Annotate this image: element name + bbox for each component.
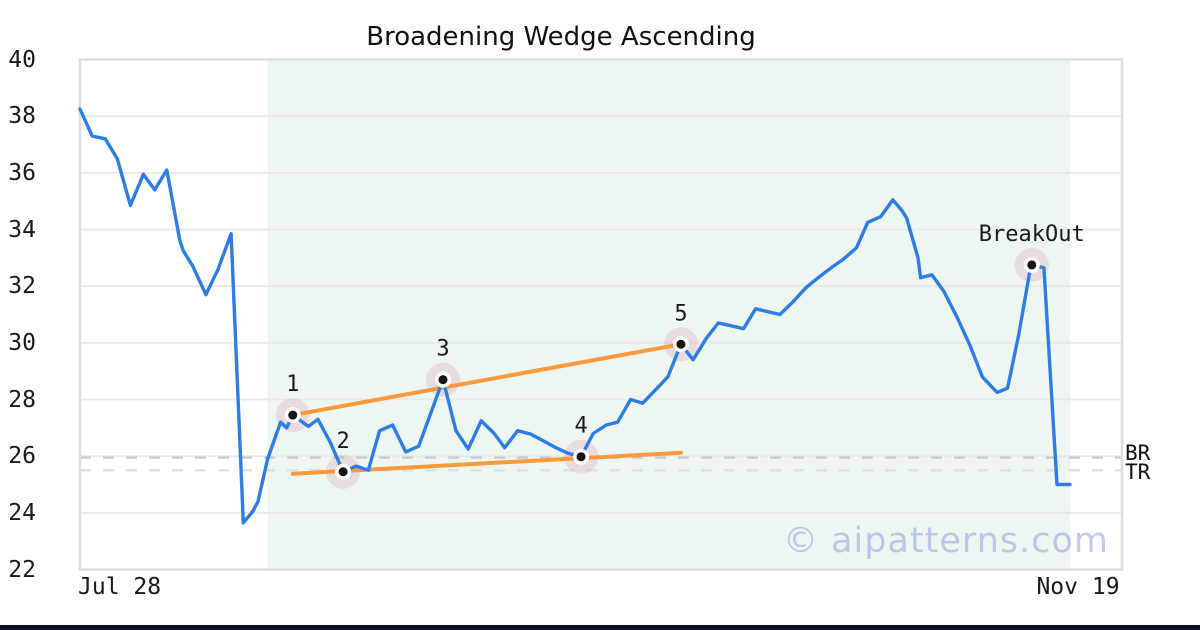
x-axis-start-label: Jul 28 (78, 574, 162, 600)
pivot-label: 2 (337, 429, 350, 454)
breakout-label: BreakOut (979, 222, 1085, 247)
y-tick-label: 38 (8, 103, 36, 130)
y-tick-label: 40 (8, 46, 36, 73)
chart-title: Broadening Wedge Ascending (366, 22, 756, 52)
pivot-dot (438, 375, 448, 385)
x-axis-end-label: Nov 19 (1036, 574, 1120, 600)
y-tick-label: 32 (8, 273, 36, 300)
level-label-br: BR (1125, 440, 1151, 465)
y-tick-label: 36 (8, 159, 36, 186)
y-tick-label: 24 (8, 499, 36, 526)
pivot-dot (576, 452, 586, 462)
watermark: © aipatterns.com (782, 521, 1109, 561)
y-tick-label: 28 (8, 386, 36, 413)
y-tick-label: 26 (8, 443, 36, 470)
pivot-label: 5 (674, 301, 687, 326)
pivot-label: 3 (436, 337, 449, 362)
y-tick-label: 30 (8, 329, 36, 356)
trendline-lower (290, 450, 683, 476)
pivot-label: 1 (286, 372, 299, 397)
y-tick-label: 22 (8, 556, 36, 583)
plot-border (78, 58, 1124, 571)
pivot-dot (288, 410, 298, 420)
trendline-upper (290, 342, 683, 418)
pivot-dot (1027, 260, 1037, 270)
level-label-tr: TR (1125, 460, 1151, 485)
pivot-dot (338, 467, 348, 477)
pivot-label: 4 (574, 414, 587, 439)
pattern-shaded-region (267, 60, 1070, 569)
y-tick-label: 34 (8, 216, 36, 243)
pivot-dot (676, 339, 686, 349)
bottom-accent-bar (0, 625, 1200, 630)
